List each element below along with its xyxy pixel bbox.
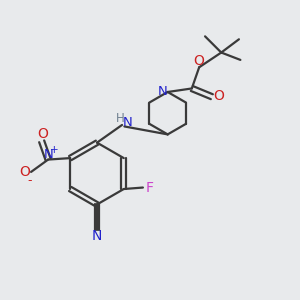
- Text: O: O: [19, 165, 30, 179]
- Text: -: -: [27, 174, 32, 187]
- Text: N: N: [122, 116, 132, 128]
- Text: O: O: [213, 89, 224, 103]
- Text: +: +: [50, 145, 59, 155]
- Text: N: N: [92, 229, 102, 243]
- Text: O: O: [37, 127, 48, 141]
- Text: F: F: [146, 181, 153, 194]
- Text: H: H: [116, 112, 125, 125]
- Text: N: N: [43, 148, 53, 161]
- Text: N: N: [158, 85, 167, 98]
- Text: O: O: [193, 54, 204, 68]
